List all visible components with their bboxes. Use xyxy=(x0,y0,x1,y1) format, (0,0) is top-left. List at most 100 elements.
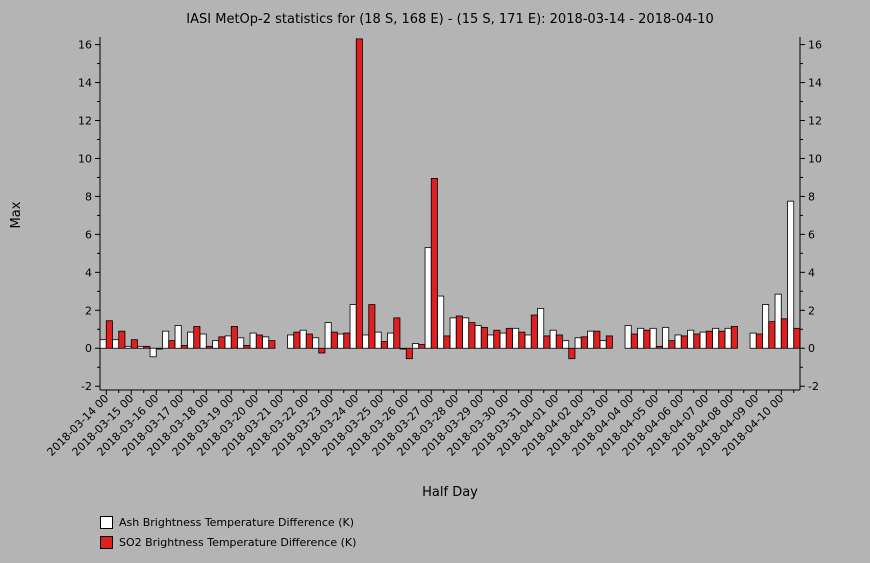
y-tick-label-right: 0 xyxy=(808,342,815,355)
so2-bar-8 xyxy=(205,345,213,349)
so2-bar-36 xyxy=(555,334,563,349)
so2-bar-29 xyxy=(468,322,476,349)
y-tick-label-left: 0 xyxy=(85,342,92,355)
so2-bar-19 xyxy=(343,332,351,349)
ash-bar-18 xyxy=(324,322,332,349)
ash-bar-54 xyxy=(774,293,782,349)
ash-bar-19 xyxy=(337,333,345,349)
so2-bar-18 xyxy=(330,331,338,349)
chart-title: IASI MetOp-2 statistics for (18 S, 168 E… xyxy=(186,12,713,27)
so2-bar-27 xyxy=(443,335,451,349)
ash-bar-0 xyxy=(99,339,107,349)
so2-bar-24 xyxy=(405,347,413,360)
so2-bar-20 xyxy=(355,38,363,349)
so2-bar-49 xyxy=(718,330,726,349)
ash-bar-42 xyxy=(624,325,632,349)
ash-bar-29 xyxy=(462,317,470,349)
so2-bar-6 xyxy=(180,345,188,349)
so2-bar-46 xyxy=(680,335,688,349)
ash-bar-4 xyxy=(149,347,157,358)
ash-bar-31 xyxy=(487,334,495,349)
ash-bar-35 xyxy=(537,307,545,349)
ash-bar-23 xyxy=(387,332,395,349)
so2-bar-52 xyxy=(755,333,763,349)
ash-bar-28 xyxy=(449,317,457,349)
y-tick-label-right: 16 xyxy=(808,39,822,52)
so2-bar-47 xyxy=(693,333,701,349)
so2-bar-40 xyxy=(605,335,613,349)
so2-bar-45 xyxy=(668,340,676,349)
so2-bar-44 xyxy=(655,345,663,349)
legend-item-ash: Ash Brightness Temperature Difference (K… xyxy=(100,512,356,532)
ash-bar-22 xyxy=(374,331,382,349)
y-tick-label-right: -2 xyxy=(808,380,819,393)
so2-bar-2 xyxy=(130,339,138,349)
ash-bar-55 xyxy=(787,200,795,349)
ash-bar-33 xyxy=(512,327,520,349)
x-axis-label: Half Day xyxy=(422,485,478,500)
y-tick-label-right: 6 xyxy=(808,228,815,241)
so2-bar-1 xyxy=(118,330,126,349)
so2-bar-26 xyxy=(430,177,438,349)
so2-bar-37 xyxy=(568,347,576,360)
ash-bar-12 xyxy=(249,332,257,349)
ash-bar-15 xyxy=(287,334,295,349)
y-tick-label-left: 8 xyxy=(85,190,92,203)
ash-bar-24 xyxy=(399,347,407,350)
so2-bar-10 xyxy=(230,326,238,349)
y-tick-label-left: 12 xyxy=(78,115,92,128)
ash-bar-44 xyxy=(649,327,657,349)
so2-bar-28 xyxy=(455,315,463,349)
y-tick-label-right: 4 xyxy=(808,266,815,279)
ash-bar-38 xyxy=(574,337,582,349)
legend-label-so2: SO2 Brightness Temperature Difference (K… xyxy=(119,535,357,549)
legend-label-ash: Ash Brightness Temperature Difference (K… xyxy=(119,515,354,529)
ash-bar-6 xyxy=(174,325,182,349)
so2-bar-22 xyxy=(380,341,388,349)
ash-bar-40 xyxy=(599,340,607,349)
legend-swatch-ash xyxy=(100,515,113,529)
ash-bar-36 xyxy=(549,329,557,349)
so2-bar-0 xyxy=(105,320,113,349)
ash-bar-5 xyxy=(162,330,170,349)
ash-bar-47 xyxy=(687,329,695,349)
so2-bar-43 xyxy=(643,329,651,349)
so2-bar-11 xyxy=(243,345,251,349)
so2-bar-15 xyxy=(293,331,301,349)
so2-bar-13 xyxy=(268,340,276,349)
ash-bar-7 xyxy=(187,331,195,349)
ash-bar-27 xyxy=(437,295,445,349)
ash-bar-26 xyxy=(424,247,432,349)
ash-bar-50 xyxy=(724,327,732,349)
so2-bar-35 xyxy=(543,335,551,349)
y-tick-label-right: 14 xyxy=(808,77,822,90)
y-tick-label-left: 6 xyxy=(85,228,92,241)
so2-bar-17 xyxy=(318,347,326,354)
ash-bar-39 xyxy=(587,330,595,349)
ash-bar-10 xyxy=(224,335,232,349)
ash-bar-48 xyxy=(699,331,707,349)
legend-item-so2: SO2 Brightness Temperature Difference (K… xyxy=(100,532,356,552)
ash-bar-8 xyxy=(199,333,207,349)
y-tick-label-left: 4 xyxy=(85,266,92,279)
ash-bar-34 xyxy=(524,334,532,349)
ash-bar-43 xyxy=(637,327,645,349)
y-tick-label-right: 2 xyxy=(808,304,815,317)
legend-swatch-so2 xyxy=(100,535,113,549)
ash-bar-9 xyxy=(212,340,220,349)
so2-bar-16 xyxy=(305,333,313,349)
y-tick-label-left: 14 xyxy=(78,77,92,90)
ash-bar-21 xyxy=(362,334,370,349)
ash-bar-17 xyxy=(312,337,320,349)
so2-bar-50 xyxy=(730,326,738,349)
y-tick-label-right: 8 xyxy=(808,190,815,203)
so2-bar-31 xyxy=(493,329,501,349)
so2-bar-9 xyxy=(218,336,226,349)
ash-bar-49 xyxy=(712,327,720,349)
y-tick-label-right: 10 xyxy=(808,152,822,165)
y-tick-label-left: 10 xyxy=(78,152,92,165)
so2-bar-42 xyxy=(630,333,638,349)
so2-bar-48 xyxy=(705,330,713,349)
so2-bar-5 xyxy=(168,340,176,349)
